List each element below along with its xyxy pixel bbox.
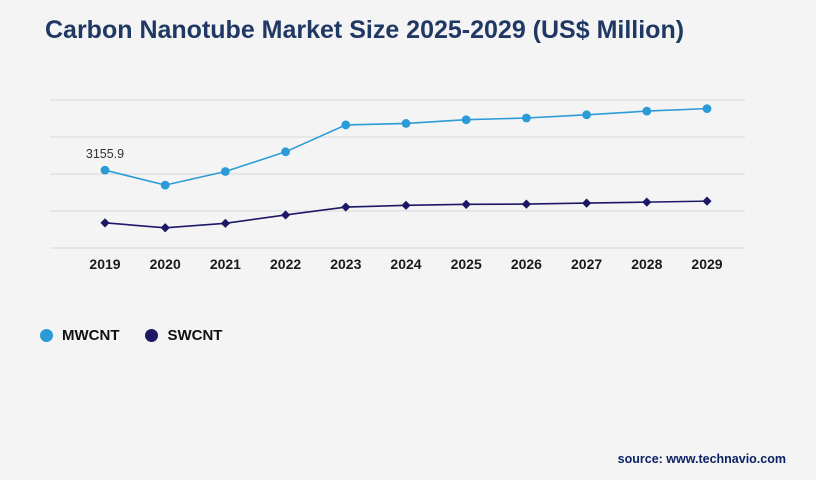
svg-text:2024: 2024 — [390, 256, 421, 272]
svg-text:2020: 2020 — [150, 256, 181, 272]
svg-text:2027: 2027 — [571, 256, 602, 272]
source-attribution: source: www.technavio.com — [617, 452, 786, 466]
data-point-mwcnt — [461, 115, 471, 125]
data-point-swcnt — [220, 218, 230, 228]
svg-text:2021: 2021 — [210, 256, 241, 272]
chart-legend: MWCNT SWCNT — [40, 327, 222, 344]
data-point-mwcnt — [401, 119, 411, 128]
data-point-mwcnt — [702, 104, 712, 114]
data-point-mwcnt — [221, 167, 230, 176]
swcnt-marker-icon — [145, 329, 159, 342]
data-point-swcnt — [702, 196, 712, 206]
svg-text:2025: 2025 — [451, 256, 482, 272]
data-point-swcnt — [341, 202, 351, 212]
svg-text:2023: 2023 — [330, 256, 361, 272]
data-point-mwcnt — [522, 113, 531, 123]
mwcnt-marker-icon — [40, 329, 53, 342]
data-point-mwcnt — [100, 165, 110, 175]
svg-text:2029: 2029 — [691, 256, 722, 272]
data-point-mwcnt — [281, 147, 290, 157]
svg-text:2028: 2028 — [631, 256, 662, 272]
data-point-mwcnt — [160, 180, 170, 190]
data-point-swcnt — [642, 197, 652, 207]
data-point-swcnt — [100, 218, 110, 228]
data-point-mwcnt — [642, 106, 652, 116]
legend-item-swcnt[interactable]: SWCNT — [145, 327, 222, 344]
series-swcnt — [100, 196, 712, 233]
data-point-swcnt — [521, 199, 531, 209]
data-point-mwcnt — [341, 120, 351, 130]
data-label: 3155.9 — [86, 147, 124, 161]
svg-text:2022: 2022 — [270, 256, 301, 272]
data-point-mwcnt — [582, 110, 591, 120]
data-point-swcnt — [582, 198, 592, 208]
series-mwcnt — [100, 104, 712, 190]
line-chart-plot: 2019 2020 2021 2022 2023 2024 2025 2026 2027 2028… — [50, 99, 745, 272]
data-point-swcnt — [281, 210, 291, 220]
legend-item-mwcnt[interactable]: MWCNT — [40, 327, 119, 344]
data-point-swcnt — [401, 200, 411, 210]
legend-label-swcnt: SWCNT — [167, 327, 223, 344]
gridlines — [50, 99, 745, 249]
svg-text:2019: 2019 — [89, 256, 120, 272]
chart-title: Carbon Nanotube Market Size 2025-2029 (U… — [45, 16, 685, 44]
legend-label-mwcnt: MWCNT — [62, 327, 120, 344]
svg-text:2026: 2026 — [511, 256, 542, 272]
x-axis-labels: 2019 2020 2021 2022 2023 2024 2025 2026 2027 2028… — [89, 256, 722, 272]
data-point-swcnt — [461, 199, 471, 209]
data-point-swcnt — [160, 223, 170, 233]
